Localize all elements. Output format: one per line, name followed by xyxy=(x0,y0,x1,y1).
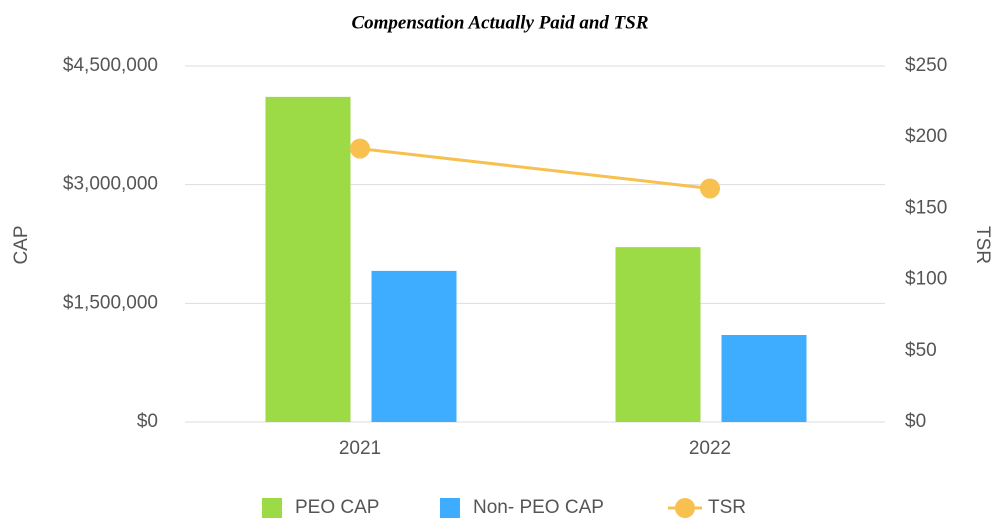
y2-tick-label: $150 xyxy=(905,197,947,218)
tsr-line xyxy=(359,147,711,190)
y-tick-label: $0 xyxy=(137,411,158,432)
y2-tick-label: $200 xyxy=(905,126,947,147)
y-tick-label: $4,500,000 xyxy=(63,55,158,76)
legend-marker xyxy=(675,498,695,518)
y-tick-label: $3,000,000 xyxy=(63,174,158,195)
x-tick-label: 2021 xyxy=(339,438,381,459)
legend-label: PEO CAP xyxy=(295,497,379,518)
legend-label: TSR xyxy=(708,497,746,518)
x-tick-label: 2022 xyxy=(689,438,731,459)
bar xyxy=(265,96,351,422)
chart-title: Compensation Actually Paid and TSR xyxy=(351,12,648,33)
y2-tick-label: $50 xyxy=(905,340,937,361)
tsr-point xyxy=(350,138,370,159)
y2-axis-title: TSR xyxy=(972,226,993,264)
legend-swatch xyxy=(262,498,282,518)
bar xyxy=(615,247,701,422)
tsr-point xyxy=(700,178,720,199)
y2-tick-label: $0 xyxy=(905,411,926,432)
y2-tick-label: $100 xyxy=(905,269,947,290)
bar xyxy=(721,334,807,422)
legend-label: Non- PEO CAP xyxy=(473,497,604,518)
legend-swatch xyxy=(440,498,460,518)
y2-tick-label: $250 xyxy=(905,55,947,76)
bar xyxy=(371,270,457,422)
y-axis-title: CAP xyxy=(11,225,32,264)
y-tick-label: $1,500,000 xyxy=(63,292,158,313)
